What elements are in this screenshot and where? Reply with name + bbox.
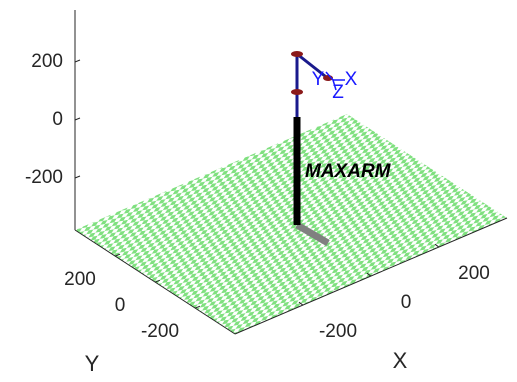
y-tick-label: 0 bbox=[115, 295, 126, 316]
page: {"chart_data": {"type": "robot3d", "robo… bbox=[0, 0, 517, 382]
y-tick-label: 200 bbox=[64, 269, 96, 290]
robot-name: MAXARM bbox=[305, 161, 392, 182]
x-tick-label: -200 bbox=[319, 321, 357, 342]
z-tick bbox=[75, 118, 80, 120]
frame-label: X bbox=[345, 69, 358, 90]
x-axis-label: X bbox=[393, 348, 408, 373]
y-tick-label: -200 bbox=[141, 321, 179, 342]
z-tick-label: 200 bbox=[31, 51, 63, 72]
z-tick bbox=[75, 60, 80, 62]
frame-label: Z bbox=[332, 82, 344, 103]
x-tick-label: 0 bbox=[401, 292, 412, 313]
z-tick bbox=[75, 176, 80, 178]
chart: Y Z X MAXARM X Y -200 0 200 -200 0 200 -200 0 20… bbox=[0, 0, 517, 382]
z-tick-label: -200 bbox=[25, 167, 63, 188]
z-tick-label: 0 bbox=[52, 109, 63, 130]
y-axis-label: Y bbox=[85, 351, 100, 376]
frame-label: Y bbox=[312, 69, 325, 90]
robot-joint bbox=[291, 89, 303, 95]
floor bbox=[75, 114, 507, 334]
x-tick-label: 200 bbox=[458, 263, 490, 284]
robot-joint bbox=[291, 51, 303, 57]
